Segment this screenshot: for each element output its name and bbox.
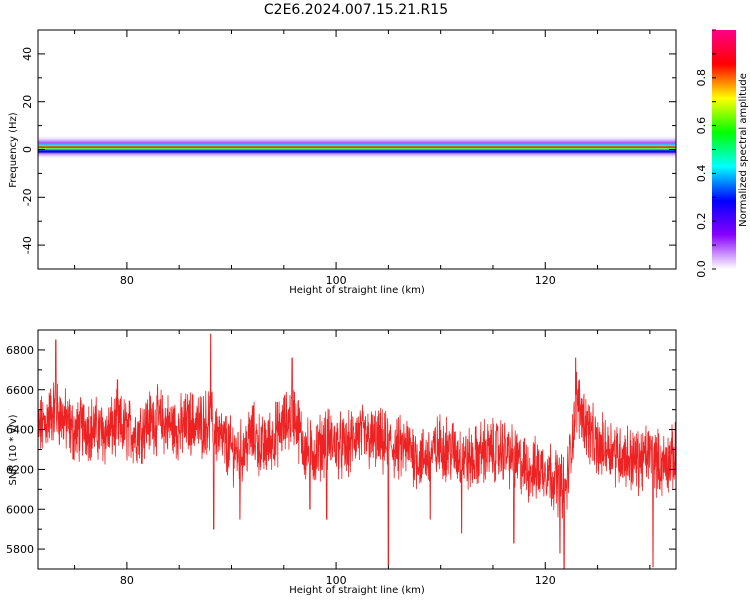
snr-ylabel: SNR (10 * v/v) bbox=[8, 414, 19, 485]
spectrogram-xtick-label: 80 bbox=[120, 274, 134, 287]
snr-plot-area bbox=[38, 333, 676, 569]
colorbar-tick-label: 0.8 bbox=[695, 69, 708, 87]
spectrogram-xlabel: Height of straight line (km) bbox=[289, 285, 425, 296]
colorbar-tick-label: 0.6 bbox=[695, 117, 708, 135]
snr-xtick-label: 120 bbox=[535, 574, 556, 587]
colorbar-label: Normalized spectral amplitude bbox=[738, 73, 749, 227]
spectrogram-ytick-label: -20 bbox=[21, 188, 34, 206]
figure-title: C2E6.2024.007.15.21.R15 bbox=[264, 2, 448, 18]
spectrogram-ytick-label: 40 bbox=[21, 47, 34, 61]
snr-series-line bbox=[38, 333, 676, 569]
spectrogram-y-ticks: 40 20 0 -20 -40 bbox=[21, 29, 676, 270]
spectrogram-ytick-label: 0 bbox=[21, 146, 34, 153]
spectrogram-ylabel: Frequency (Hz) bbox=[8, 112, 19, 188]
snr-ytick-label: 6200 bbox=[6, 463, 34, 476]
spectrogram-ytick-label: -40 bbox=[21, 236, 34, 254]
snr-panel: 80 100 120 5800 6000 6200 6400 6600 6800 Height… bbox=[6, 329, 677, 596]
snr-ytick-label: 6400 bbox=[6, 424, 34, 437]
colorbar: 0.0 0.2 0.4 0.6 0.8 Normalized spectral ampl… bbox=[695, 29, 749, 278]
snr-ytick-label: 5800 bbox=[6, 543, 34, 556]
snr-xlabel: Height of straight line (km) bbox=[289, 585, 425, 596]
colorbar-tick-label: 0.0 bbox=[695, 260, 708, 278]
colorbar-tick-label: 0.4 bbox=[695, 165, 708, 183]
snr-ytick-label: 6800 bbox=[6, 344, 34, 357]
snr-ytick-label: 6600 bbox=[6, 384, 34, 397]
spectrogram-x-ticks: 80 100 120 bbox=[74, 30, 651, 287]
spectrogram-xtick-label: 120 bbox=[535, 274, 556, 287]
snr-y-ticks: 5800 6000 6200 6400 6600 6800 bbox=[6, 329, 676, 570]
snr-xtick-label: 80 bbox=[120, 574, 134, 587]
snr-x-ticks: 80 100 120 bbox=[74, 330, 651, 587]
colorbar-tick-label: 0.2 bbox=[695, 212, 708, 230]
spectrogram-panel: 80 100 120 40 20 0 -20 -40 Height of straight … bbox=[8, 29, 677, 296]
snr-xtick-label: 100 bbox=[326, 574, 347, 587]
colorbar-ticks: 0.0 0.2 0.4 0.6 0.8 bbox=[695, 29, 716, 278]
spectrogram-ytick-label: 20 bbox=[21, 95, 34, 109]
spectrogram-plot-area bbox=[38, 135, 676, 160]
spectrogram-xtick-label: 100 bbox=[326, 274, 347, 287]
snr-ytick-label: 6000 bbox=[6, 503, 34, 516]
